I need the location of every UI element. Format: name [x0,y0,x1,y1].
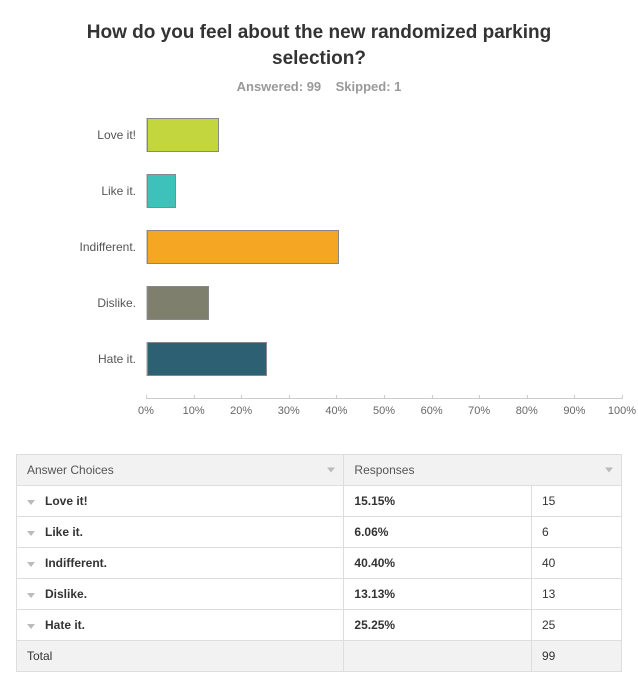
choice-label: Dislike. [45,587,87,601]
count-cell: 6 [532,517,622,548]
choice-cell[interactable]: Indifferent. [17,548,344,579]
percent-cell: 25.25% [344,610,532,641]
axis-tick: 100% [608,399,636,417]
percent-cell: 13.13% [344,579,532,610]
percent-cell: 6.06% [344,517,532,548]
col-header-choices-label: Answer Choices [27,463,114,477]
choice-label: Indifferent. [45,556,107,570]
choice-label: Like it. [45,525,83,539]
total-row: Total 99 [17,641,622,672]
chart-row: Indifferent. [16,230,622,264]
chart-bar[interactable] [147,174,176,208]
table-row: Dislike. 13.13%13 [17,579,622,610]
choice-label: Hate it. [45,618,85,632]
count-cell: 40 [532,548,622,579]
x-axis: 0%10%20%30%40%50%60%70%80%90%100% [146,398,622,422]
chart-bar[interactable] [147,342,267,376]
chevron-down-icon [27,531,35,536]
chart-category-label: Indifferent. [16,240,146,254]
axis-tick: 20% [230,399,252,417]
table-row: Love it! 15.15%15 [17,486,622,517]
choice-label: Love it! [45,494,88,508]
chart-category-label: Hate it. [16,352,146,366]
percent-cell: 15.15% [344,486,532,517]
choice-cell[interactable]: Love it! [17,486,344,517]
chart-bar[interactable] [147,230,339,264]
chart-category-label: Dislike. [16,296,146,310]
axis-tick: 50% [373,399,395,417]
chart-category-label: Love it! [16,128,146,142]
col-header-choices[interactable]: Answer Choices [17,455,344,486]
percent-cell: 40.40% [344,548,532,579]
axis-tick: 80% [516,399,538,417]
chevron-down-icon [27,500,35,505]
survey-result: How do you feel about the new randomized… [0,0,638,684]
count-cell: 13 [532,579,622,610]
count-cell: 25 [532,610,622,641]
chart-row: Dislike. [16,286,622,320]
chart-plot-area [146,174,622,208]
total-count: 99 [532,641,622,672]
skipped-count: 1 [394,79,401,94]
chart-bar[interactable] [147,118,219,152]
col-header-responses[interactable]: Responses [344,455,622,486]
axis-tick: 40% [325,399,347,417]
chart-plot-area [146,286,622,320]
choice-cell[interactable]: Hate it. [17,610,344,641]
table-row: Hate it. 25.25%25 [17,610,622,641]
choice-cell[interactable]: Like it. [17,517,344,548]
results-table: Answer Choices Responses Love it!15.15%1… [16,454,622,672]
chart-plot-area [146,230,622,264]
answered-label: Answered: [237,79,303,94]
response-counts: Answered: 99 Skipped: 1 [16,79,622,94]
axis-tick: 70% [468,399,490,417]
axis-tick: 10% [183,399,205,417]
total-label: Total [17,641,344,672]
col-header-responses-label: Responses [354,463,414,477]
axis-tick: 0% [138,399,154,417]
axis-tick: 60% [421,399,443,417]
chart-row: Hate it. [16,342,622,376]
question-title: How do you feel about the new randomized… [59,20,579,71]
axis-tick: 30% [278,399,300,417]
bar-chart: Love it! Like it. Indifferent. Dislike. Hate… [16,118,622,422]
chart-plot-area [146,342,622,376]
chart-category-label: Like it. [16,184,146,198]
count-cell: 15 [532,486,622,517]
chart-row: Love it! [16,118,622,152]
table-row: Indifferent. 40.40%40 [17,548,622,579]
table-row: Like it. 6.06%6 [17,517,622,548]
chevron-down-icon [327,468,335,473]
chevron-down-icon [27,624,35,629]
chart-row: Like it. [16,174,622,208]
total-spacer [344,641,532,672]
axis-tick: 90% [563,399,585,417]
chevron-down-icon [605,468,613,473]
answered-count: 99 [307,79,321,94]
skipped-label: Skipped: [336,79,391,94]
chart-bar[interactable] [147,286,209,320]
chevron-down-icon [27,562,35,567]
choice-cell[interactable]: Dislike. [17,579,344,610]
chevron-down-icon [27,593,35,598]
chart-plot-area [146,118,622,152]
